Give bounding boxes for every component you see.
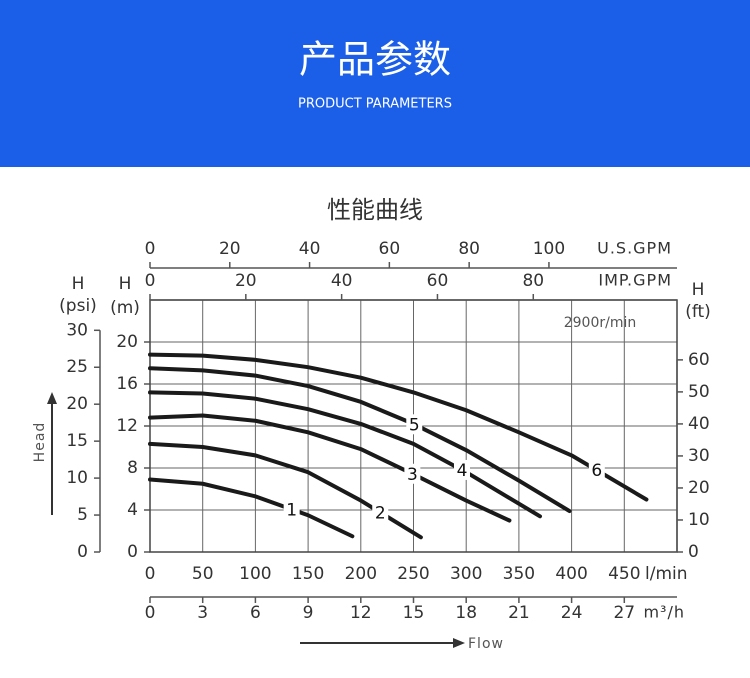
curve — [148, 390, 542, 519]
tick-label: 0 — [77, 542, 88, 562]
x-tick-label: 50 — [192, 564, 214, 584]
curve-label: 4 — [457, 461, 468, 481]
tick-label: 0 — [145, 271, 156, 291]
tick-label: 9 — [303, 603, 314, 623]
tick-label: 30 — [688, 446, 710, 466]
curve-label: 6 — [591, 461, 602, 481]
tick-label: 10 — [688, 510, 710, 530]
y-axis-head: H — [119, 274, 132, 294]
axis-label: U.S.GPM — [597, 239, 672, 258]
axis-head: H — [692, 280, 705, 300]
tick-label: 3 — [197, 603, 208, 623]
tick-label: 40 — [299, 239, 321, 259]
curve — [148, 477, 355, 539]
tick-label: 40 — [688, 414, 710, 434]
axis-unit: (psi) — [59, 296, 97, 316]
x-tick-label: 250 — [397, 564, 429, 584]
tick-label: 15 — [66, 431, 88, 451]
head-label: Head — [32, 422, 48, 463]
label-gap — [406, 414, 423, 435]
header-title: 产品参数 — [299, 38, 451, 82]
tick-label: 60 — [379, 239, 401, 259]
tick-label: 30 — [66, 320, 88, 340]
x-tick-label: 400 — [555, 564, 587, 584]
flow-label: Flow — [468, 636, 504, 652]
x-axis-label: l/min — [645, 564, 688, 584]
x-tick-label: 300 — [450, 564, 482, 584]
x-tick-label: 200 — [345, 564, 377, 584]
tick-label: 20 — [235, 271, 257, 291]
tick-label: 60 — [688, 350, 710, 370]
tick-label: 27 — [613, 603, 635, 623]
y-axis-unit: (m) — [110, 298, 140, 318]
tick-label: 80 — [522, 271, 544, 291]
curve-label: 1 — [286, 500, 297, 520]
tick-label: 20 — [66, 394, 88, 414]
header-subtitle: PRODUCT PARAMETERS — [298, 97, 452, 112]
chart-title: 性能曲线 — [327, 196, 423, 224]
label-gap — [372, 502, 389, 523]
x-tick-label: 150 — [292, 564, 324, 584]
annotation: 2900r/min — [564, 315, 637, 331]
x-tick-label: 450 — [608, 564, 640, 584]
head-arrowhead — [47, 392, 57, 404]
tick-label: 0 — [688, 542, 699, 562]
label-gap — [404, 463, 421, 484]
tick-label: 24 — [561, 603, 583, 623]
curve — [148, 366, 572, 514]
tick-label: 6 — [250, 603, 261, 623]
tick-label: 18 — [455, 603, 477, 623]
tick-label: 80 — [458, 239, 480, 259]
label-gap — [588, 460, 605, 481]
tick-label: 20 — [688, 478, 710, 498]
tick-label: 40 — [331, 271, 353, 291]
curve — [148, 413, 512, 523]
tick-label: 100 — [533, 239, 565, 259]
tick-label: 25 — [66, 357, 88, 377]
flow-arrowhead — [453, 638, 465, 648]
curve-label: 3 — [407, 465, 418, 485]
x-tick-label: 100 — [239, 564, 271, 584]
y-tick-label: 4 — [127, 500, 138, 520]
curve-label: 5 — [409, 415, 420, 435]
tick-label: 21 — [508, 603, 530, 623]
tick-label: 10 — [66, 468, 88, 488]
y-tick-label: 20 — [116, 332, 138, 352]
y-tick-label: 16 — [116, 374, 138, 394]
y-tick-label: 12 — [116, 416, 138, 436]
x-tick-label: 0 — [145, 564, 156, 584]
tick-label: 50 — [688, 382, 710, 402]
tick-label: 0 — [145, 603, 156, 623]
tick-label: 20 — [219, 239, 241, 259]
axis-label: IMP.GPM — [598, 271, 672, 290]
axis-unit: (ft) — [685, 302, 711, 322]
y-tick-label: 0 — [127, 542, 138, 562]
axis-label: m³/h — [643, 603, 685, 622]
tick-label: 60 — [427, 271, 449, 291]
header-band — [0, 0, 750, 167]
tick-label: 12 — [350, 603, 372, 623]
tick-label: 15 — [403, 603, 425, 623]
x-tick-label: 350 — [503, 564, 535, 584]
curve — [148, 441, 423, 540]
tick-label: 5 — [77, 505, 88, 525]
tick-label: 0 — [145, 239, 156, 259]
label-gap — [453, 459, 470, 480]
axis-head: H — [72, 274, 85, 294]
curve-label: 2 — [375, 503, 386, 523]
label-gap — [283, 499, 300, 520]
y-tick-label: 8 — [127, 458, 138, 478]
curve — [148, 352, 649, 502]
